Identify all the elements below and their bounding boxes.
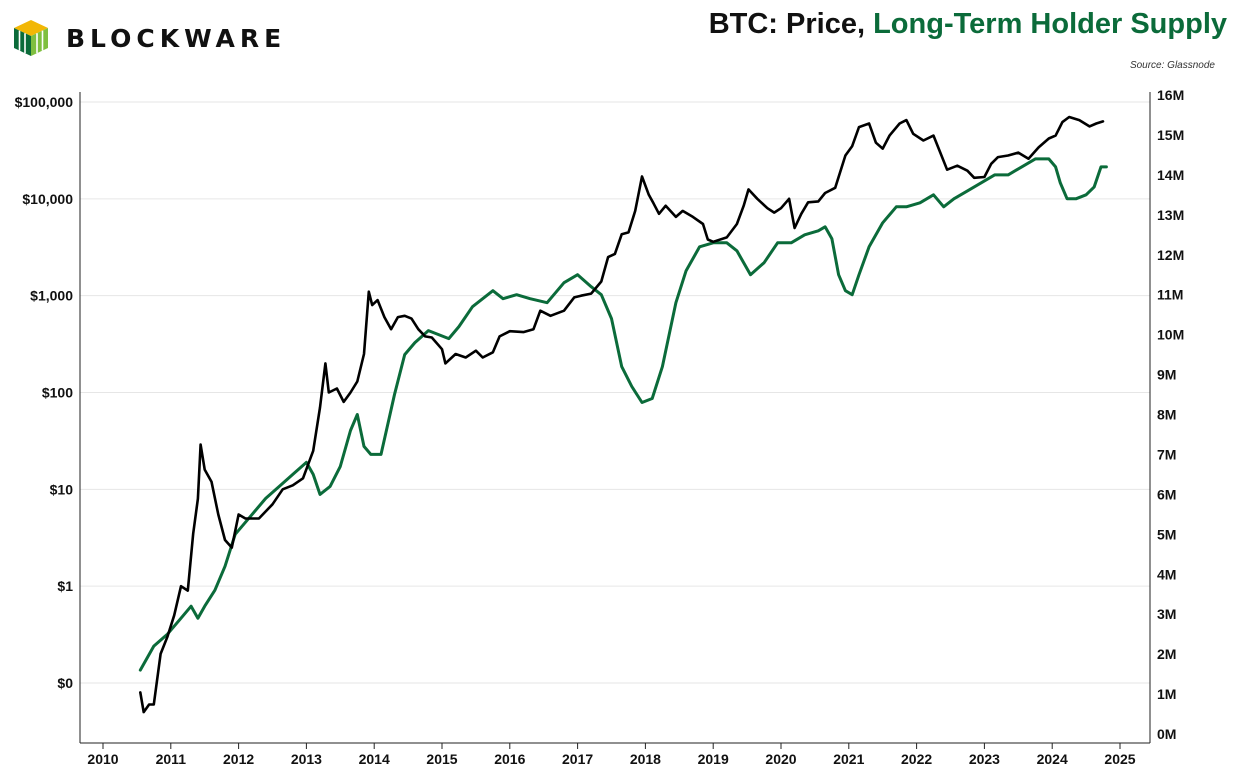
right-tick-label: 8M <box>1157 407 1176 423</box>
right-tick-label: 16M <box>1157 87 1184 103</box>
grid-lines <box>80 101 1150 684</box>
right-tick-label: 5M <box>1157 526 1176 542</box>
x-tick-label: 2013 <box>291 751 322 767</box>
btc-price-line <box>139 115 1105 714</box>
x-tick-label: 2019 <box>698 751 729 767</box>
left-tick-label: $10 <box>50 481 74 497</box>
x-tick-label: 2020 <box>765 751 796 767</box>
x-tick-label: 2025 <box>1104 751 1135 767</box>
chart-title: BTC: Price, Long-Term Holder Supply <box>709 8 1227 41</box>
right-tick-label: 3M <box>1157 606 1176 622</box>
x-tick-label: 2022 <box>901 751 932 767</box>
left-axis-ticks: $0 $1 $10 $100 $1,000 $10,000 $100,000 <box>15 94 74 691</box>
brand-name: BLOCKWARE <box>66 23 287 53</box>
chart-title-prefix: BTC: Price, <box>708 8 866 40</box>
right-tick-label: 15M <box>1157 127 1184 143</box>
x-tick-label: 2023 <box>969 751 1000 767</box>
x-tick-label: 2016 <box>494 751 525 767</box>
left-tick-label: $100,000 <box>15 94 74 110</box>
left-tick-label: $1,000 <box>30 288 73 304</box>
source-note: Source: Glassnode <box>1129 60 1215 71</box>
chart-title-highlight: Long-Term Holder Supply <box>873 8 1227 40</box>
right-tick-label: 9M <box>1157 367 1176 383</box>
header: BLOCKWARE BTC: Price, Long-Term Holder S… <box>0 0 1233 90</box>
right-tick-label: 12M <box>1157 247 1184 263</box>
brand-logo: BLOCKWARE <box>12 14 286 62</box>
left-tick-label: $100 <box>42 385 73 401</box>
x-tick-label: 2017 <box>562 751 593 767</box>
right-tick-label: 13M <box>1157 207 1184 223</box>
x-tick-label: 2015 <box>426 751 457 767</box>
right-tick-label: 11M <box>1157 287 1183 303</box>
x-tick-label: 2012 <box>223 751 254 767</box>
axes <box>79 92 1151 744</box>
lth-supply-line <box>138 157 1108 672</box>
blockware-logo-icon <box>14 20 48 56</box>
x-tick-label: 2014 <box>359 751 390 767</box>
right-tick-label: 14M <box>1157 167 1184 183</box>
x-tick-label: 2024 <box>1037 751 1068 767</box>
left-tick-label: $10,000 <box>22 191 73 207</box>
right-tick-label: 7M <box>1157 446 1176 462</box>
series-lines <box>138 115 1108 714</box>
right-axis-ticks: 0M 1M 2M 3M 4M 5M 6M 7M 8M 9M 10M 11M 12M 13M 14M 15M 16… <box>1157 87 1184 742</box>
right-tick-label: 1M <box>1157 686 1176 702</box>
right-tick-label: 6M <box>1157 486 1176 502</box>
x-tick-label: 2018 <box>630 751 661 767</box>
right-tick-label: 4M <box>1157 566 1176 582</box>
right-tick-label: 2M <box>1157 646 1176 662</box>
x-axis-ticks: 2010 2011 2012 2013 2014 2015 2016 2017 2018 2019… <box>87 743 1136 767</box>
x-tick-label: 2010 <box>87 751 118 767</box>
x-tick-label: 2021 <box>833 751 864 767</box>
right-tick-label: 0M <box>1157 726 1176 742</box>
x-tick-label: 2011 <box>156 751 187 767</box>
left-tick-label: $1 <box>57 578 73 594</box>
right-tick-label: 10M <box>1157 327 1184 343</box>
left-tick-label: $0 <box>57 675 73 691</box>
